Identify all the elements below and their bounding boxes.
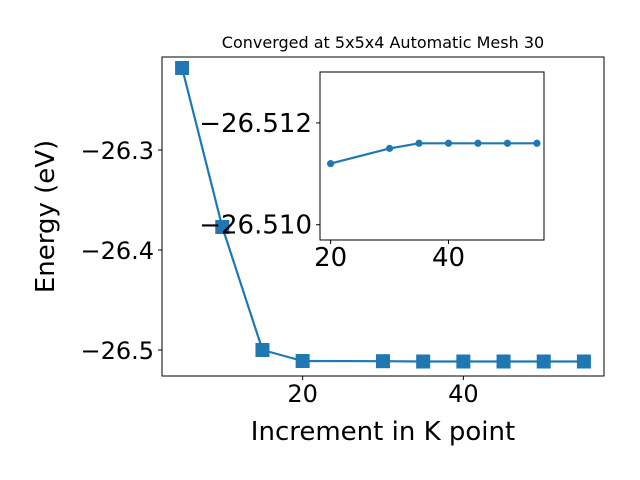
main-y-tick-label: −26.3 bbox=[80, 137, 154, 165]
main-chart-title: Converged at 5x5x4 Automatic Mesh 30 bbox=[222, 33, 544, 52]
inset-data-point bbox=[327, 160, 335, 168]
inset-data-point bbox=[533, 139, 541, 147]
main-data-point bbox=[456, 354, 471, 369]
inset-x-tick-label: 40 bbox=[432, 243, 465, 273]
main-data-point bbox=[255, 343, 270, 357]
inset-data-point bbox=[415, 139, 423, 147]
main-x-tick-label: 20 bbox=[287, 380, 318, 408]
inset-data-point bbox=[385, 144, 394, 152]
inset-y-tick-label: −26.512 bbox=[199, 109, 312, 139]
main-y-tick-label: −26.4 bbox=[80, 237, 154, 265]
inset-data-point bbox=[474, 139, 482, 147]
main-data-point bbox=[576, 354, 591, 369]
main-data-point bbox=[295, 354, 310, 368]
main-x-axis-label: Increment in K point bbox=[251, 417, 515, 447]
main-y-tick-label: −26.5 bbox=[80, 337, 154, 365]
inset-data-point bbox=[444, 139, 453, 147]
main-data-point bbox=[416, 354, 431, 369]
main-x-tick-label: 40 bbox=[448, 380, 479, 408]
main-data-point bbox=[215, 220, 230, 234]
inset-data-point bbox=[503, 139, 512, 147]
main-series-line bbox=[181, 67, 584, 363]
inset-x-tick-label: 20 bbox=[314, 243, 347, 273]
main-data-point bbox=[536, 354, 551, 369]
main-y-axis-label: Energy (eV) bbox=[31, 140, 61, 293]
main-data-point bbox=[376, 354, 390, 369]
main-data-point bbox=[175, 61, 190, 75]
main-data-point bbox=[496, 354, 511, 369]
inset-y-tick-label: −26.510 bbox=[199, 211, 312, 241]
inset-plot-frame bbox=[319, 71, 545, 241]
